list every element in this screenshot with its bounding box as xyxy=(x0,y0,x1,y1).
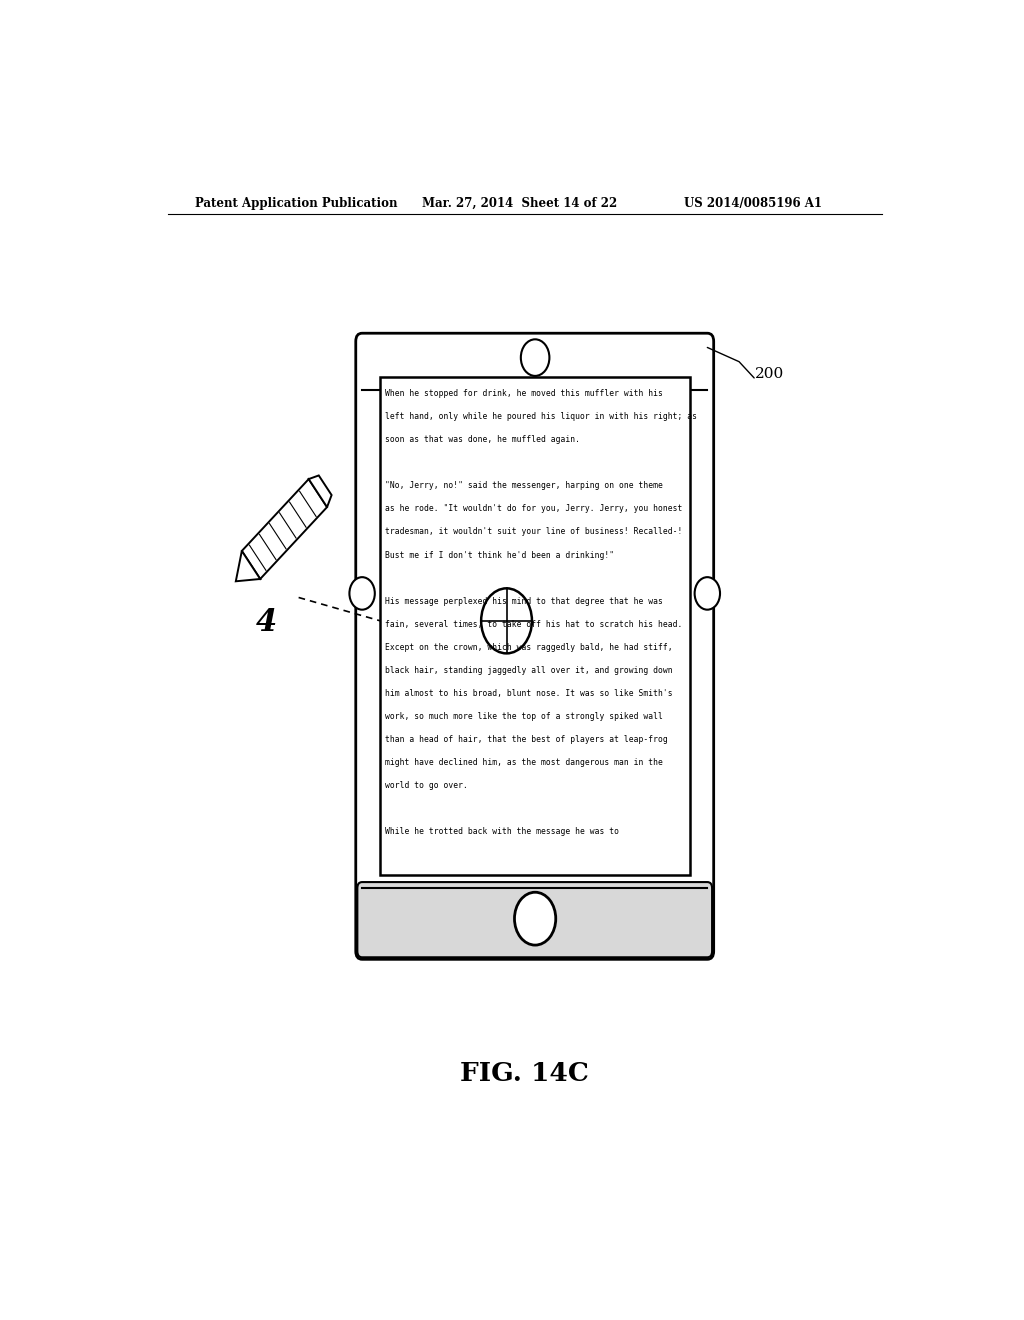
Text: than a head of hair, that the best of players at leap-frog: than a head of hair, that the best of pl… xyxy=(385,735,668,744)
Text: soon as that was done, he muffled again.: soon as that was done, he muffled again. xyxy=(385,436,581,445)
Text: US 2014/0085196 A1: US 2014/0085196 A1 xyxy=(684,197,821,210)
Text: While he trotted back with the message he was to: While he trotted back with the message h… xyxy=(385,828,620,836)
Text: work, so much more like the top of a strongly spiked wall: work, so much more like the top of a str… xyxy=(385,711,663,721)
Text: world to go over.: world to go over. xyxy=(385,781,468,791)
Bar xyxy=(380,378,690,875)
Text: tradesman, it wouldn't suit your line of business! Recalled-!: tradesman, it wouldn't suit your line of… xyxy=(385,528,683,536)
Polygon shape xyxy=(308,475,332,507)
Text: might have declined him, as the most dangerous man in the: might have declined him, as the most dan… xyxy=(385,758,663,767)
FancyBboxPatch shape xyxy=(357,882,712,957)
Text: black hair, standing jaggedly all over it, and growing down: black hair, standing jaggedly all over i… xyxy=(385,665,673,675)
Bar xyxy=(367,888,703,927)
Polygon shape xyxy=(242,479,327,579)
Text: Bust me if I don't think he'd been a drinking!": Bust me if I don't think he'd been a dri… xyxy=(385,550,614,560)
Text: FIG. 14C: FIG. 14C xyxy=(461,1061,589,1085)
Text: fain, several times, to take off his hat to scratch his head.: fain, several times, to take off his hat… xyxy=(385,619,683,628)
Text: as he rode. "It wouldn't do for you, Jerry. Jerry, you honest: as he rode. "It wouldn't do for you, Jer… xyxy=(385,504,683,513)
Text: Mar. 27, 2014  Sheet 14 of 22: Mar. 27, 2014 Sheet 14 of 22 xyxy=(422,197,616,210)
Text: left hand, only while he poured his liquor in with his right; as: left hand, only while he poured his liqu… xyxy=(385,412,697,421)
Text: "No, Jerry, no!" said the messenger, harping on one theme: "No, Jerry, no!" said the messenger, har… xyxy=(385,482,663,490)
Circle shape xyxy=(521,339,550,376)
Text: Patent Application Publication: Patent Application Publication xyxy=(196,197,398,210)
Circle shape xyxy=(694,577,720,610)
Text: him almost to his broad, blunt nose. It was so like Smith's: him almost to his broad, blunt nose. It … xyxy=(385,689,673,698)
Circle shape xyxy=(349,577,375,610)
Text: 4: 4 xyxy=(256,607,278,639)
Text: His message perplexed his mind to that degree that he was: His message perplexed his mind to that d… xyxy=(385,597,663,606)
Circle shape xyxy=(514,892,556,945)
Polygon shape xyxy=(236,550,260,581)
Text: 200: 200 xyxy=(755,367,784,381)
Text: When he stopped for drink, he moved this muffler with his: When he stopped for drink, he moved this… xyxy=(385,389,663,399)
FancyBboxPatch shape xyxy=(355,333,714,960)
Text: Except on the crown, which was raggedly bald, he had stiff,: Except on the crown, which was raggedly … xyxy=(385,643,673,652)
